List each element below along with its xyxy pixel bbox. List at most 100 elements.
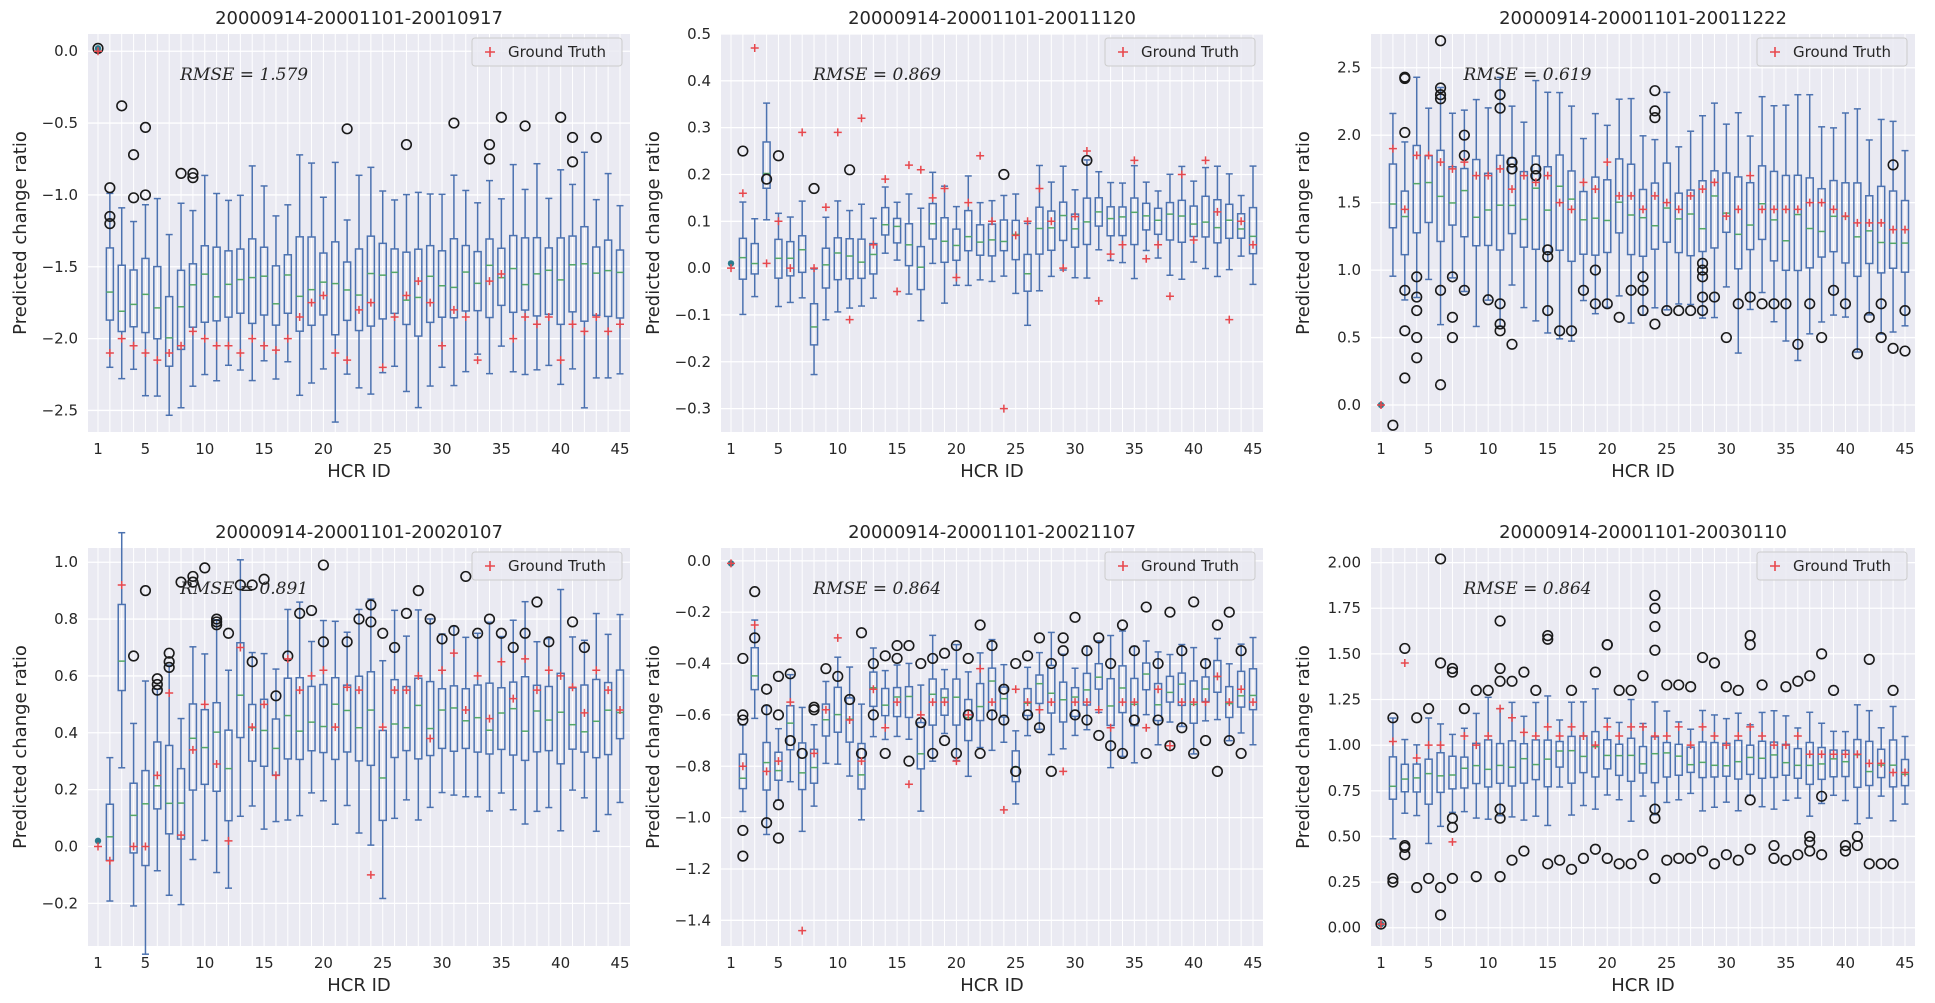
box-iqr bbox=[975, 682, 985, 722]
box-iqr bbox=[1035, 674, 1044, 705]
outlier-point bbox=[1506, 163, 1518, 175]
box-iqr bbox=[1011, 219, 1020, 261]
box-33 bbox=[1757, 711, 1767, 808]
box-iqr bbox=[892, 217, 902, 244]
ground-truth-marker bbox=[402, 291, 411, 300]
outlier-point bbox=[139, 189, 152, 201]
ground-truth-marker bbox=[1710, 178, 1719, 187]
box-39 bbox=[544, 197, 554, 367]
ground-truth-marker bbox=[1177, 698, 1186, 707]
outlier-point bbox=[365, 599, 377, 611]
box-iqr bbox=[999, 686, 1009, 718]
box-iqr bbox=[212, 246, 221, 322]
box-iqr bbox=[508, 681, 518, 756]
box-iqr bbox=[259, 698, 269, 768]
box-43 bbox=[1225, 173, 1234, 271]
box-22 bbox=[342, 631, 352, 807]
outlier-point bbox=[974, 619, 986, 631]
y-tick-label: 0.4 bbox=[687, 72, 711, 90]
outlier-point bbox=[737, 824, 749, 837]
box-45 bbox=[1248, 636, 1258, 746]
outlier-point bbox=[808, 182, 820, 195]
ground-truth-marker bbox=[750, 44, 759, 53]
box-36 bbox=[1793, 727, 1803, 799]
outlier-point bbox=[1637, 304, 1649, 317]
x-axis-label: HCR ID bbox=[327, 975, 391, 996]
ground-truth-marker bbox=[833, 128, 842, 137]
ground-truth-marker bbox=[188, 745, 197, 754]
box-iqr bbox=[461, 687, 471, 750]
outlier-point bbox=[1223, 734, 1235, 747]
box-31 bbox=[1082, 159, 1092, 279]
box-42 bbox=[580, 639, 589, 799]
x-tick-label: 25 bbox=[1657, 440, 1676, 458]
box-29 bbox=[1710, 102, 1719, 319]
ground-truth-marker bbox=[857, 114, 866, 123]
y-tick-label: 2.0 bbox=[1337, 126, 1361, 144]
x-tick-label: 20 bbox=[1598, 954, 1617, 972]
ground-truth-marker bbox=[1448, 837, 1457, 846]
ground-truth-marker bbox=[271, 771, 280, 780]
box-iqr bbox=[1876, 185, 1886, 274]
outlier-point bbox=[341, 123, 353, 135]
ground-truth-marker bbox=[224, 836, 233, 845]
box-44 bbox=[1888, 705, 1898, 822]
ground-truth-marker bbox=[845, 716, 854, 725]
ground-truth-marker bbox=[1377, 920, 1385, 929]
box-iqr bbox=[188, 703, 198, 791]
box-iqr bbox=[964, 698, 973, 742]
outlier-point bbox=[1045, 657, 1057, 670]
outlier-point bbox=[175, 576, 187, 588]
box-iqr bbox=[164, 744, 174, 835]
box-iqr bbox=[283, 254, 293, 314]
outlier-point bbox=[1696, 304, 1709, 317]
box-iqr bbox=[833, 686, 843, 733]
outlier-point bbox=[1518, 845, 1530, 857]
ground-truth-marker bbox=[1130, 698, 1139, 707]
ground-truth-marker bbox=[1758, 205, 1767, 214]
box-17 bbox=[916, 207, 926, 322]
ground-truth-marker bbox=[1436, 741, 1445, 750]
ground-truth-marker bbox=[1543, 722, 1552, 731]
box-iqr bbox=[544, 685, 554, 752]
ground-truth-marker bbox=[1023, 217, 1032, 226]
outlier-point bbox=[760, 817, 773, 829]
outlier-point bbox=[1696, 257, 1709, 269]
ground-truth-marker bbox=[1249, 240, 1257, 249]
y-tick-label: 1.50 bbox=[1328, 645, 1361, 663]
box-iqr bbox=[1888, 739, 1898, 788]
outlier-point bbox=[737, 652, 749, 665]
outlier-point bbox=[578, 641, 591, 654]
y-tick-label: 0.25 bbox=[1328, 873, 1361, 891]
ground-truth-marker bbox=[509, 334, 518, 343]
outlier-point bbox=[772, 150, 785, 162]
y-tick-label: 0.00 bbox=[1328, 919, 1361, 937]
y-tick-label: −0.5 bbox=[42, 114, 78, 132]
box-6 bbox=[153, 197, 162, 397]
box-iqr bbox=[880, 206, 890, 236]
y-tick-label: −2.0 bbox=[42, 330, 78, 348]
ground-truth-marker bbox=[798, 128, 807, 137]
outlier-point bbox=[1696, 264, 1709, 276]
box-iqr bbox=[1400, 190, 1410, 256]
box-iqr bbox=[1507, 740, 1517, 787]
x-tick-label: 1 bbox=[726, 440, 736, 458]
outlier-point bbox=[1720, 331, 1732, 344]
box-44 bbox=[603, 633, 613, 816]
y-tick-label: −0.3 bbox=[675, 400, 711, 418]
outlier-point bbox=[1542, 251, 1554, 263]
outlier-point bbox=[1637, 284, 1649, 296]
chart-panel-1: −2.5−2.0−1.5−1.0−0.50.01 5 10 15 20 25 30 35 40 4… bbox=[10, 8, 630, 482]
outlier-point bbox=[1696, 291, 1709, 303]
ground-truth-marker bbox=[988, 698, 996, 707]
ground-truth-marker bbox=[1805, 198, 1814, 207]
outlier-point bbox=[1446, 271, 1459, 283]
outlier-point bbox=[127, 149, 140, 161]
box-iqr bbox=[1047, 664, 1056, 714]
legend-marker bbox=[1118, 561, 1128, 571]
y-tick-label: 1.0 bbox=[1337, 261, 1361, 279]
box-iqr bbox=[1023, 253, 1032, 292]
box-iqr bbox=[1900, 199, 1910, 273]
box-27 bbox=[402, 193, 411, 393]
ground-truth-marker bbox=[1579, 178, 1588, 187]
